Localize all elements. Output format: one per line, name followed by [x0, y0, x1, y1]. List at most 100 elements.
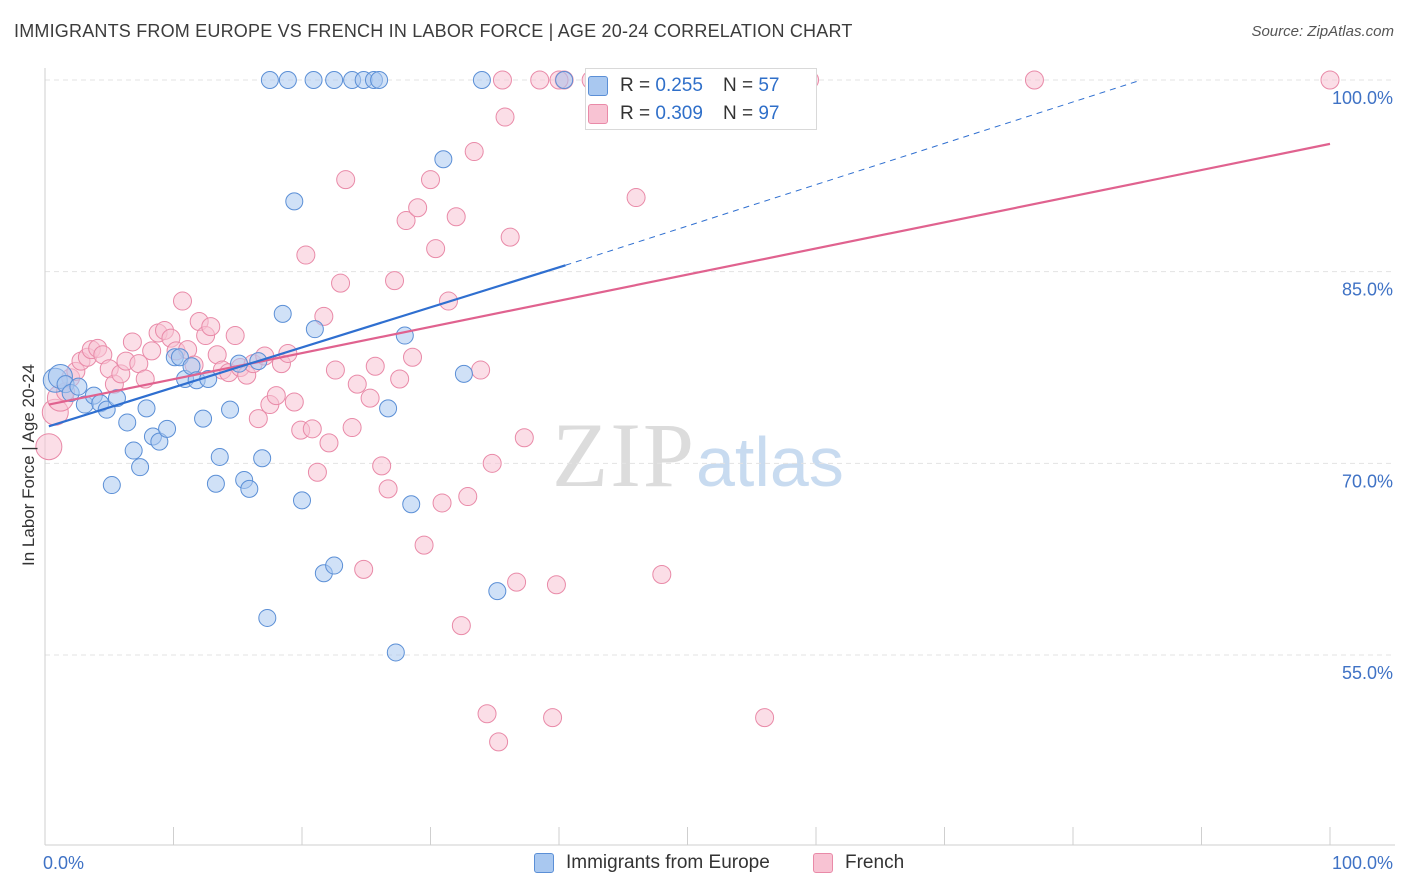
- europe-point: [488, 582, 507, 601]
- europe-point: [293, 491, 311, 510]
- french-point: [347, 374, 367, 394]
- french-point: [365, 356, 385, 376]
- europe-point: [124, 441, 143, 460]
- europe-point: [325, 556, 344, 575]
- french-point: [458, 487, 478, 507]
- french-point: [390, 369, 410, 389]
- french-point: [477, 704, 497, 724]
- europe-point: [102, 476, 121, 495]
- europe-point: [304, 71, 323, 89]
- french-point: [543, 708, 563, 728]
- y-tick-label: 70.0%: [1342, 471, 1393, 491]
- europe-point: [258, 608, 277, 627]
- europe-trend-extension: [565, 80, 1138, 266]
- french-point: [378, 479, 398, 499]
- french-point: [403, 347, 423, 367]
- french-point: [314, 306, 334, 326]
- french-point: [507, 572, 527, 592]
- europe-point: [131, 458, 150, 477]
- french-point: [172, 291, 192, 311]
- europe-point: [379, 399, 398, 418]
- french-point: [225, 326, 245, 346]
- french-point: [414, 535, 434, 555]
- europe-point: [555, 71, 574, 89]
- french-point: [421, 170, 440, 190]
- french-swatch: [588, 104, 608, 124]
- french-point: [500, 227, 520, 247]
- watermark: ZIPatlas: [552, 402, 844, 508]
- europe-point: [97, 400, 116, 419]
- french-point: [446, 207, 466, 227]
- europe-point: [402, 495, 421, 514]
- europe-point: [118, 413, 137, 432]
- french-point: [354, 559, 374, 579]
- bottom-legend: Immigrants from Europe French: [0, 852, 1406, 878]
- french-n-label: N =: [722, 103, 754, 124]
- europe-point: [305, 320, 324, 339]
- french-point: [35, 433, 63, 461]
- french-n-value: 97: [758, 103, 780, 124]
- europe-r-value: 0.255: [655, 75, 703, 96]
- french-point: [489, 732, 509, 752]
- y-axis-label: In Labor Force | Age 20-24: [19, 364, 38, 566]
- french-point: [307, 462, 327, 482]
- french-point: [530, 70, 550, 90]
- watermark-zip: ZIP: [552, 404, 696, 506]
- french-trend-line: [48, 142, 1331, 406]
- french-point: [514, 428, 534, 448]
- europe-point: [210, 447, 229, 466]
- french-point: [302, 419, 322, 439]
- french-point: [495, 107, 515, 127]
- europe-n-value: 57: [758, 75, 780, 96]
- french-point: [626, 188, 646, 208]
- europe-point: [395, 326, 414, 345]
- europe-point: [69, 377, 88, 396]
- french-r-value: 0.309: [655, 103, 703, 124]
- tick-labels: 55.0% 70.0% 85.0% 100.0% 0.0% 100.0% In Labor …: [19, 88, 1393, 873]
- stats-row-europe: R = 0.255 N = 57: [586, 71, 779, 101]
- europe-point: [454, 364, 473, 383]
- french-point: [482, 453, 502, 473]
- europe-point: [472, 71, 491, 89]
- legend-europe-label: Immigrants from Europe: [566, 852, 770, 873]
- europe-point: [253, 449, 272, 468]
- europe-point: [221, 400, 240, 419]
- french-point: [142, 341, 162, 361]
- french-r-label: R =: [620, 103, 651, 124]
- french-point: [546, 575, 566, 595]
- europe-point: [285, 192, 304, 211]
- french-point: [396, 211, 416, 231]
- legend-item-french[interactable]: French: [813, 852, 904, 874]
- europe-point: [434, 150, 453, 169]
- french-point: [1320, 70, 1340, 90]
- europe-point: [194, 409, 213, 428]
- french-point: [426, 239, 446, 259]
- french-point: [755, 708, 775, 728]
- x-tick-label: 100.0%: [1332, 853, 1393, 873]
- legend-french-label: French: [845, 852, 905, 873]
- stats-legend: R = 0.255 N = 57 R = 0.309 N = 97: [585, 68, 817, 130]
- french-point: [408, 198, 428, 218]
- axes: [44, 68, 1395, 846]
- french-point: [331, 273, 351, 293]
- french-point: [1024, 70, 1044, 90]
- europe-point: [206, 474, 225, 493]
- french-point: [492, 70, 512, 90]
- legend-europe-swatch: [534, 853, 554, 873]
- europe-point: [158, 419, 177, 438]
- europe-swatch: [588, 76, 608, 96]
- europe-r-label: R =: [620, 75, 651, 96]
- europe-trend-line: [48, 264, 566, 428]
- french-point: [432, 493, 452, 513]
- y-tick-label: 100.0%: [1332, 88, 1393, 108]
- legend-item-europe[interactable]: Immigrants from Europe: [534, 852, 770, 874]
- french-point: [201, 317, 221, 337]
- europe-point: [325, 71, 344, 89]
- french-point: [296, 245, 316, 265]
- x-tick-label: 0.0%: [43, 853, 84, 873]
- europe-n-label: N =: [722, 75, 754, 96]
- trend-lines: [48, 80, 1331, 428]
- french-point: [284, 392, 304, 412]
- watermark-atlas: atlas: [696, 423, 844, 501]
